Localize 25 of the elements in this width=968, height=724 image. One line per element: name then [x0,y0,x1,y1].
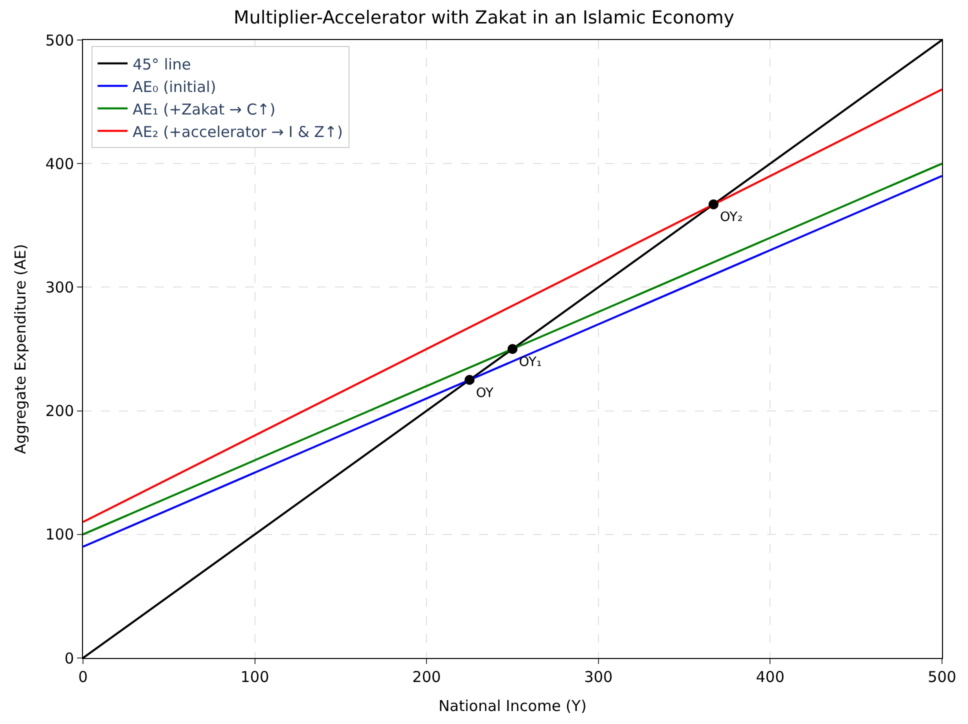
y-axis-title: Aggregate Expenditure (AE) [12,244,30,454]
y-tick-label: 400 [45,154,74,173]
point [464,374,475,385]
annotation: OY₁ [519,355,542,370]
legend-label: AE₀ (initial) [132,78,216,96]
x-tick-label: 300 [584,668,613,686]
legend-label: AE₁ (+Zakat → C↑) [132,100,276,118]
annotation: OY [476,386,494,401]
point [508,344,518,354]
x-tick-label: 0 [78,668,88,686]
legend-label: AE₂ (+accelerator → I & Z↑) [132,122,343,141]
chart-title: Multiplier-Accelerator with Zakat in an Islamic Economy [234,7,735,28]
x-tick-label: 100 [240,668,270,686]
legend-label: 45° line [132,55,192,74]
x-tick-label: 400 [756,668,785,686]
annotation: OY₂ [720,210,743,225]
y-tick-label: 500 [45,31,74,50]
point [708,199,719,210]
x-tick-label: 200 [412,668,441,686]
y-tick-label: 200 [45,402,74,420]
y-tick-label: 0 [64,649,74,668]
y-tick-label: 300 [45,278,74,296]
x-axis-title: National Income (Y) [438,697,587,715]
x-tick-label: 500 [928,668,956,686]
y-tick-label: 100 [45,526,74,544]
